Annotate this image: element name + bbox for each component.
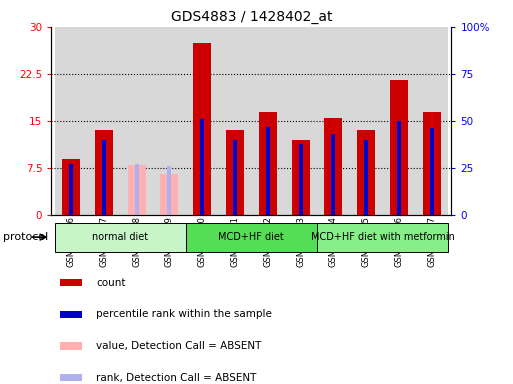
Text: rank, Detection Call = ABSENT: rank, Detection Call = ABSENT bbox=[96, 372, 257, 383]
Bar bbox=[60, 311, 82, 318]
Bar bbox=[62, 159, 80, 215]
Bar bbox=[54, 27, 87, 215]
Bar bbox=[397, 121, 401, 215]
Bar bbox=[390, 80, 408, 215]
Bar bbox=[167, 166, 171, 215]
Text: protocol: protocol bbox=[3, 232, 48, 242]
Bar bbox=[102, 140, 106, 215]
Bar bbox=[60, 374, 82, 381]
Bar bbox=[128, 165, 146, 215]
Bar bbox=[153, 27, 186, 215]
Bar bbox=[364, 140, 368, 215]
Text: value, Detection Call = ABSENT: value, Detection Call = ABSENT bbox=[96, 341, 262, 351]
Bar bbox=[60, 279, 82, 286]
Bar bbox=[416, 27, 448, 215]
Text: normal diet: normal diet bbox=[92, 232, 148, 242]
Text: percentile rank within the sample: percentile rank within the sample bbox=[96, 309, 272, 319]
Bar bbox=[186, 27, 219, 215]
Bar bbox=[186, 223, 317, 252]
Bar bbox=[87, 27, 120, 215]
Bar bbox=[60, 342, 82, 350]
Bar bbox=[161, 174, 179, 215]
Bar bbox=[331, 134, 336, 215]
Bar bbox=[350, 27, 383, 215]
Bar bbox=[233, 140, 237, 215]
Bar bbox=[134, 164, 139, 215]
Bar bbox=[266, 127, 270, 215]
Bar bbox=[259, 112, 277, 215]
Title: GDS4883 / 1428402_at: GDS4883 / 1428402_at bbox=[171, 10, 332, 25]
Bar bbox=[193, 43, 211, 215]
Bar bbox=[383, 27, 416, 215]
Bar bbox=[423, 112, 441, 215]
Bar bbox=[284, 27, 317, 215]
Bar bbox=[324, 118, 342, 215]
Bar bbox=[95, 131, 113, 215]
Text: MCD+HF diet with metformin: MCD+HF diet with metformin bbox=[311, 232, 455, 242]
Bar bbox=[226, 131, 244, 215]
Bar bbox=[317, 27, 350, 215]
Bar bbox=[200, 119, 204, 215]
Bar bbox=[291, 140, 309, 215]
Text: count: count bbox=[96, 278, 126, 288]
Bar bbox=[120, 27, 153, 215]
Bar bbox=[430, 129, 433, 215]
Bar bbox=[299, 144, 303, 215]
Bar bbox=[357, 131, 375, 215]
Bar bbox=[54, 223, 186, 252]
Bar bbox=[317, 223, 448, 252]
Bar bbox=[219, 27, 251, 215]
Bar bbox=[69, 164, 73, 215]
Text: MCD+HF diet: MCD+HF diet bbox=[219, 232, 284, 242]
Bar bbox=[251, 27, 284, 215]
